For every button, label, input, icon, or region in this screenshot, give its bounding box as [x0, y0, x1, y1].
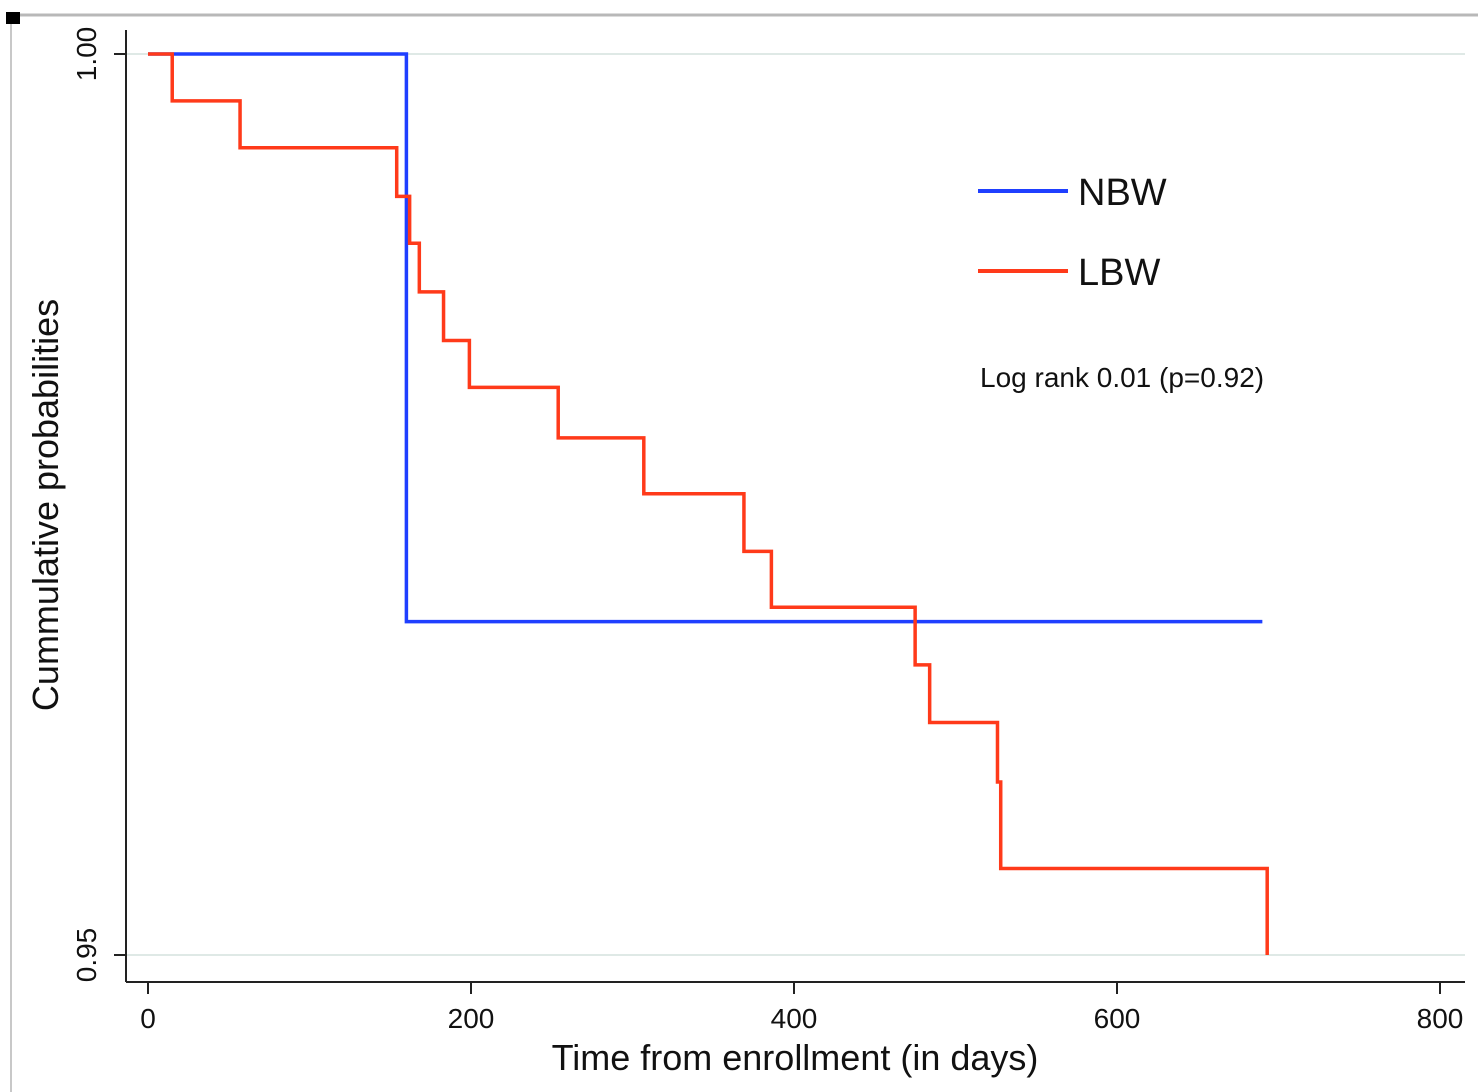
- x-tick-label-4: 800: [1417, 1003, 1464, 1034]
- x-tick-label-3: 600: [1094, 1003, 1141, 1034]
- log-rank-annotation: Log rank 0.01 (p=0.92): [980, 362, 1264, 393]
- y-tick-label-1: 1.00: [71, 27, 102, 82]
- x-tick-label-0: 0: [140, 1003, 156, 1034]
- y-tick-label-0: 0.95: [71, 928, 102, 983]
- series-line-lbw: [148, 52, 1269, 955]
- legend-label-nbw: NBW: [1078, 172, 1167, 214]
- x-tick-label-1: 200: [448, 1003, 495, 1034]
- axes: 0 200 400 600 800 0.95 1.00: [71, 27, 1465, 1034]
- x-tick-label-2: 400: [771, 1003, 818, 1034]
- legend: NBW LBW: [978, 172, 1167, 294]
- x-axis-title: Time from enrollment (in days): [552, 1037, 1039, 1078]
- series-line-nbw: [148, 52, 1263, 624]
- frame-corner-marker: [6, 12, 20, 24]
- y-axis-title: Cummulative probabilities: [25, 299, 66, 711]
- grid-lines: [126, 53, 1465, 956]
- series-lines: [148, 52, 1269, 955]
- legend-label-lbw: LBW: [1078, 252, 1160, 294]
